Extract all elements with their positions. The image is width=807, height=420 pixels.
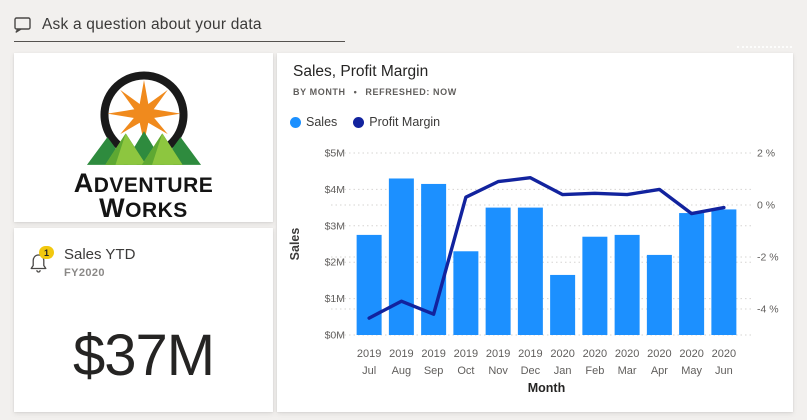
kpi-subtitle: FY2020: [64, 267, 105, 279]
left-axis-tick: $2M: [325, 257, 345, 269]
sales-bar-dec[interactable]: [517, 207, 543, 335]
alert-count-badge[interactable]: 1: [39, 246, 54, 259]
x-tick-month: May: [681, 365, 702, 377]
x-tick-month: Nov: [488, 365, 508, 377]
sales-ytd-tile[interactable]: 1 Sales YTD FY2020 $37M: [14, 228, 273, 412]
left-axis-tick: $1M: [325, 293, 345, 305]
x-tick-month: Jan: [554, 365, 572, 377]
x-tick-month: Apr: [651, 365, 668, 377]
sales-profit-margin-tile[interactable]: Sales, Profit Margin BY MONTH • REFRESHE…: [277, 53, 793, 412]
chart-subtitle: BY MONTH • REFRESHED: NOW: [293, 87, 457, 97]
kpi-title: Sales YTD: [64, 246, 136, 263]
sales-bar-jul[interactable]: [356, 234, 382, 335]
x-tick-year: 2019: [454, 348, 478, 360]
chart-subtitle-by: BY MONTH: [293, 87, 346, 97]
chart-subtitle-refreshed: REFRESHED: NOW: [365, 87, 457, 97]
x-tick-year: 2019: [518, 348, 542, 360]
sales-bar-oct[interactable]: [453, 251, 479, 335]
left-axis-tick: $0M: [325, 330, 345, 342]
x-tick-year: 2019: [389, 348, 413, 360]
logo-text-line1: Adventure: [73, 167, 214, 198]
sales-bar-jun[interactable]: [711, 209, 737, 335]
qa-placeholder-text: Ask a question about your data: [42, 15, 262, 33]
x-tick-month: Jul: [362, 365, 376, 377]
combo-chart-svg: $0M $1M $2M $3M $4M $5M 2 % 0 % -2 % -4 % 2019 Jul 2…: [288, 148, 779, 396]
logo-text-line2: Works: [99, 193, 188, 224]
right-axis-tick: -2 %: [757, 252, 779, 264]
qa-search-input[interactable]: Ask a question about your data: [14, 8, 345, 42]
x-tick-month: Feb: [585, 365, 604, 377]
x-tick-month: Dec: [521, 365, 541, 377]
x-tick-month: Jun: [715, 365, 733, 377]
right-axis-tick: 0 %: [757, 200, 775, 212]
left-axis-tick: $3M: [325, 220, 345, 232]
x-tick-year: 2020: [583, 348, 607, 360]
sales-legend-dot-icon: [290, 116, 301, 128]
left-axis-tick: $5M: [325, 148, 345, 160]
adventure-works-logo-icon: [86, 71, 201, 165]
kpi-value: $37M: [72, 323, 215, 388]
sales-bar-nov[interactable]: [485, 207, 511, 335]
x-tick-year: 2020: [550, 348, 574, 360]
tile-drag-dots: [737, 46, 792, 48]
x-tick-month: Aug: [392, 365, 412, 377]
right-axis-tick: 2 %: [757, 148, 775, 160]
sales-bar-feb[interactable]: [582, 236, 608, 335]
chart-title: Sales, Profit Margin: [293, 63, 429, 80]
x-tick-year: 2020: [615, 348, 639, 360]
x-tick-month: Sep: [424, 365, 444, 377]
sales-bar-may[interactable]: [679, 213, 705, 335]
sales-bar-apr[interactable]: [646, 254, 672, 335]
legend-item-profit-margin[interactable]: Profit Margin: [353, 115, 440, 129]
x-tick-month: Mar: [618, 365, 637, 377]
x-tick-year: 2020: [679, 348, 703, 360]
right-axis-tick: -4 %: [757, 304, 779, 316]
x-tick-year: 2020: [647, 348, 671, 360]
profit-margin-legend-dot-icon: [353, 116, 365, 128]
x-tick-year: 2019: [421, 348, 445, 360]
sales-bar-aug[interactable]: [388, 178, 414, 335]
sales-bar-mar[interactable]: [614, 234, 640, 335]
sales-bar-jan[interactable]: [550, 274, 576, 335]
legend-label-profit-margin: Profit Margin: [369, 115, 441, 129]
chart-legend: Sales Profit Margin: [290, 115, 440, 129]
legend-label-sales: Sales: [306, 115, 338, 129]
x-tick-year: 2019: [357, 348, 381, 360]
logo-tile[interactable]: Adventure Works: [14, 53, 273, 222]
x-axis-title: Month: [528, 381, 565, 395]
x-tick-year: 2019: [486, 348, 510, 360]
x-tick-year: 2020: [712, 348, 736, 360]
left-axis-tick: $4M: [325, 184, 345, 196]
legend-item-sales[interactable]: Sales: [290, 115, 337, 129]
chart-subtitle-separator: •: [353, 87, 358, 97]
x-tick-month: Oct: [457, 365, 474, 377]
speech-bubble-icon: [14, 16, 31, 33]
y-axis-title: Sales: [288, 228, 302, 261]
profit-margin-line[interactable]: [367, 176, 726, 320]
